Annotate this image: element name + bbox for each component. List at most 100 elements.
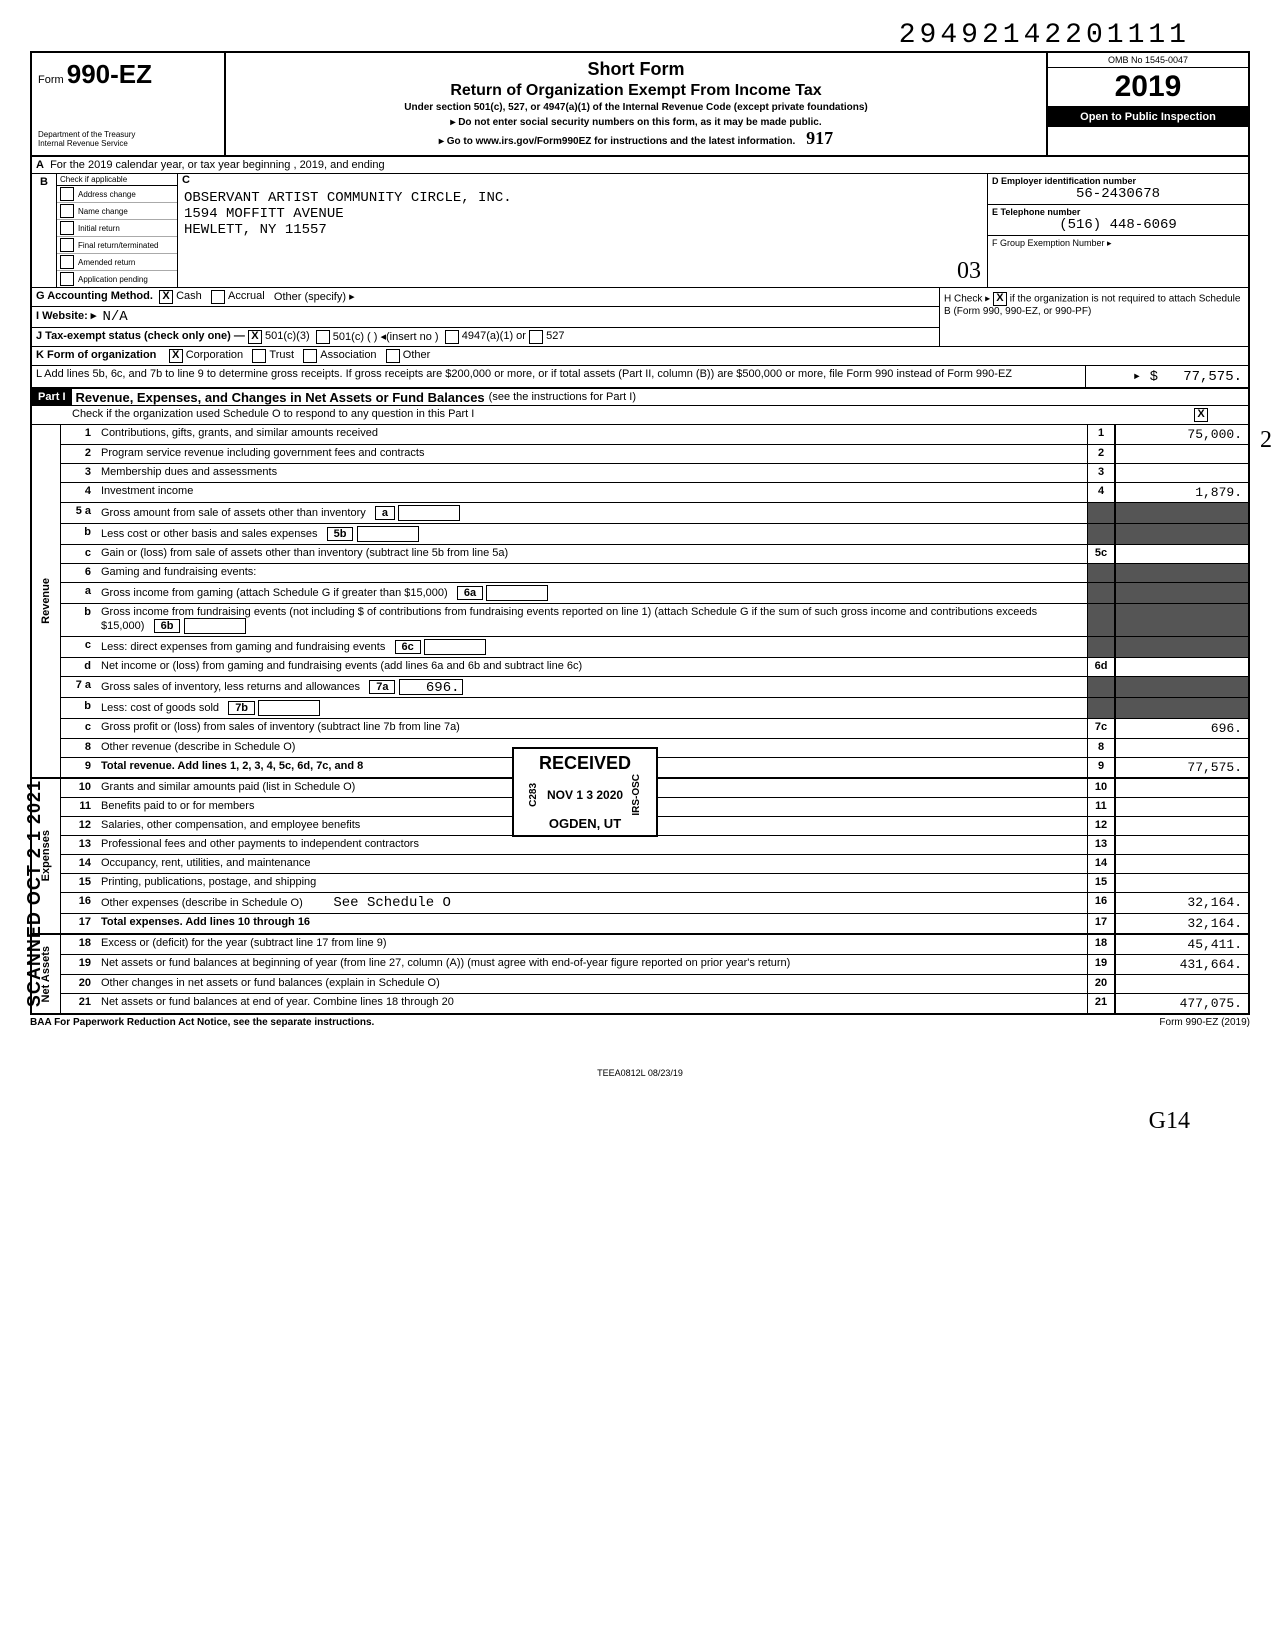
line-7a: Gross sales of inventory, less returns a… — [97, 677, 1087, 697]
chk-4947[interactable] — [445, 330, 459, 344]
part1-label: Part I — [32, 389, 72, 405]
chk-amended-return[interactable] — [60, 255, 74, 269]
line-7c: Gross profit or (loss) from sales of inv… — [97, 719, 1087, 738]
chk-name-change[interactable] — [60, 204, 74, 218]
label-b: B — [32, 174, 57, 287]
chk-corporation[interactable]: X — [169, 349, 183, 363]
revenue-label: Revenue — [40, 578, 52, 624]
line-6d: Net income or (loss) from gaming and fun… — [97, 658, 1087, 676]
label-d: D Employer identification number — [992, 176, 1244, 186]
line-21: Net assets or fund balances at end of ye… — [97, 994, 1087, 1013]
label-e: E Telephone number — [992, 207, 1244, 217]
chk-schedule-b[interactable]: X — [993, 292, 1007, 306]
label-c: C — [182, 174, 190, 186]
subtitle-1: Under section 501(c), 527, or 4947(a)(1)… — [236, 102, 1036, 113]
line-l-amount: ▸ $ 77,575. — [1085, 366, 1248, 387]
subtitle-2: ▸ Do not enter social security numbers o… — [236, 117, 1036, 128]
part1-title: Revenue, Expenses, and Changes in Net As… — [72, 390, 485, 405]
line-9: Total revenue. Add lines 1, 2, 3, 4, 5c,… — [97, 758, 1087, 777]
line-6a: Gross income from gaming (attach Schedul… — [97, 583, 1087, 603]
ein: 56-2430678 — [992, 186, 1244, 202]
subtitle-3: ▸ Go to www.irs.gov/Form990EZ for instru… — [236, 128, 1036, 149]
omb-number: OMB No 1545-0047 — [1048, 53, 1248, 68]
org-address-2: HEWLETT, NY 11557 — [184, 222, 981, 238]
amt-16: 32,164. — [1115, 893, 1248, 913]
amt-19: 431,664. — [1115, 955, 1248, 974]
label-j: J Tax-exempt status (check only one) — — [36, 330, 245, 344]
line-10: Grants and similar amounts paid (list in… — [97, 779, 1087, 797]
amt-21: 477,075. — [1115, 994, 1248, 1013]
chk-application-pending[interactable] — [60, 272, 74, 286]
amt-3 — [1115, 464, 1248, 482]
chk-final-return[interactable] — [60, 238, 74, 252]
label-i: I Website: ▸ — [36, 309, 96, 325]
amt-5c — [1115, 545, 1248, 563]
amt-4: 1,879. — [1115, 483, 1248, 502]
line-19: Net assets or fund balances at beginning… — [97, 955, 1087, 974]
line-6b: Gross income from fundraising events (no… — [97, 604, 1087, 636]
section-h: H Check ▸ X if the organization is not r… — [939, 288, 1248, 346]
org-name: OBSERVANT ARTIST COMMUNITY CIRCLE, INC. — [184, 190, 981, 206]
line-5b: Less cost or other basis and sales expen… — [97, 524, 1087, 544]
line-5c: Gain or (loss) from sale of assets other… — [97, 545, 1087, 563]
line-11: Benefits paid to or for members — [97, 798, 1087, 816]
chk-schedule-o[interactable]: X — [1194, 408, 1208, 422]
line-1: Contributions, gifts, grants, and simila… — [97, 425, 1087, 444]
chk-527[interactable] — [529, 330, 543, 344]
line-12: Salaries, other compensation, and employ… — [97, 817, 1087, 835]
amt-6d — [1115, 658, 1248, 676]
line-8: Other revenue (describe in Schedule O) — [97, 739, 1087, 757]
amt-18: 45,411. — [1115, 935, 1248, 954]
top-stamp-number: 29492142201111 — [30, 20, 1250, 51]
amt-17: 32,164. — [1115, 914, 1248, 933]
line-14: Occupancy, rent, utilities, and maintena… — [97, 855, 1087, 873]
line-7b: Less: cost of goods sold 7b — [97, 698, 1087, 718]
tax-year: 2019 — [1048, 68, 1248, 107]
handwritten-917: 917 — [806, 128, 833, 148]
chk-trust[interactable] — [252, 349, 266, 363]
line-2: Program service revenue including govern… — [97, 445, 1087, 463]
line-6: Gaming and fundraising events: — [97, 564, 1087, 582]
line-17: Total expenses. Add lines 10 through 16 — [97, 914, 1087, 933]
amt-1: 75,000. — [1115, 425, 1248, 444]
chk-accrual[interactable] — [211, 290, 225, 304]
line-6c: Less: direct expenses from gaming and fu… — [97, 637, 1087, 657]
line-4: Investment income — [97, 483, 1087, 502]
chk-initial-return[interactable] — [60, 221, 74, 235]
handwritten-03: 03 — [957, 258, 981, 285]
chk-other-org[interactable] — [386, 349, 400, 363]
label-f: F Group Exemption Number ▸ — [988, 236, 1248, 251]
label-g: G Accounting Method. — [36, 290, 153, 304]
part1-check-text: Check if the organization used Schedule … — [72, 408, 474, 422]
footer-mid: TEEA0812L 08/23/19 — [30, 1068, 1250, 1078]
amt-8 — [1115, 739, 1248, 757]
website: N/A — [102, 309, 127, 325]
label-k: K Form of organization — [36, 349, 156, 363]
line-l-text: L Add lines 5b, 6c, and 7b to line 9 to … — [32, 366, 1085, 387]
title-short: Short Form — [236, 59, 1036, 80]
org-address-1: 1594 MOFFITT AVENUE — [184, 206, 981, 222]
form-number: Form 990-EZ — [38, 59, 218, 90]
line-13: Professional fees and other payments to … — [97, 836, 1087, 854]
chk-address-change[interactable] — [60, 187, 74, 201]
chk-501c3[interactable]: X — [248, 330, 262, 344]
open-to-public: Open to Public Inspection — [1048, 107, 1248, 127]
check-if-applicable: Check if applicable Address change Name … — [57, 174, 178, 287]
line-20: Other changes in net assets or fund bala… — [97, 975, 1087, 993]
expenses-label: Expenses — [40, 830, 52, 881]
footer-right: Form 990-EZ (2019) — [1159, 1017, 1250, 1028]
netassets-label: Net Assets — [40, 946, 52, 1002]
line-18: Excess or (deficit) for the year (subtra… — [97, 935, 1087, 954]
footer-left: BAA For Paperwork Reduction Act Notice, … — [30, 1017, 374, 1028]
line-3: Membership dues and assessments — [97, 464, 1087, 482]
line-15: Printing, publications, postage, and shi… — [97, 874, 1087, 892]
part1-sub: (see the instructions for Part I) — [485, 391, 636, 403]
chk-501c[interactable] — [316, 330, 330, 344]
dept-treasury: Department of the Treasury Internal Reve… — [38, 131, 218, 149]
amt-7c: 696. — [1115, 719, 1248, 738]
chk-association[interactable] — [303, 349, 317, 363]
line-5a: Gross amount from sale of assets other t… — [97, 503, 1087, 523]
hand-margin-2: 2 — [1260, 427, 1272, 454]
phone: (516) 448-6069 — [992, 217, 1244, 233]
chk-cash[interactable]: X — [159, 290, 173, 304]
